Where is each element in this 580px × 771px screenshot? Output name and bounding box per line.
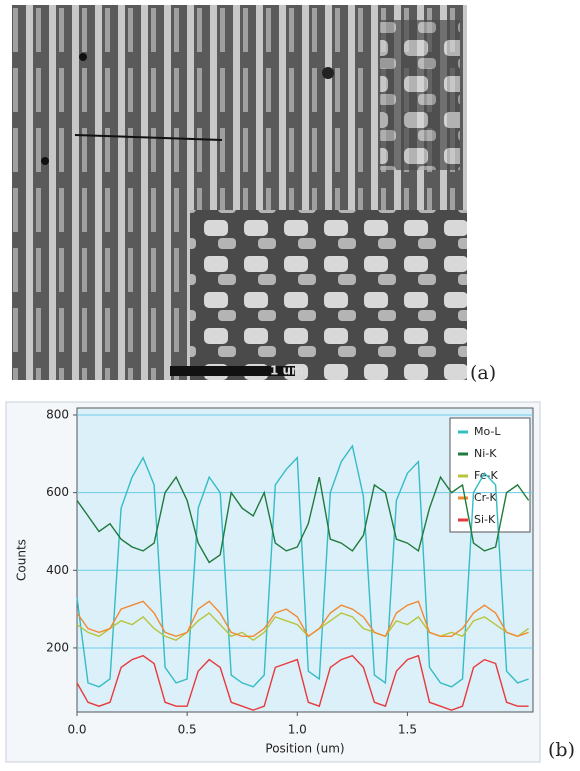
data-line: [76, 475, 530, 564]
panel-label: (a): [470, 362, 496, 384]
legend-label: Si-K: [474, 513, 496, 526]
y-tick-label: 400: [46, 563, 69, 577]
x-tick-label: 0.0: [67, 723, 86, 737]
legend-label: Mo-L: [474, 425, 501, 438]
data-line: [76, 444, 529, 688]
legend-label: Cr-K: [474, 491, 497, 504]
data-line: [76, 612, 530, 642]
y-tick-label: 800: [46, 407, 69, 421]
y-axis-label: Counts: [15, 539, 29, 581]
sem-image: 1 um: [12, 5, 467, 380]
data-line: [76, 600, 529, 638]
scale-bar-label: 1 um: [270, 364, 304, 378]
x-tick-label: 1.5: [398, 723, 417, 737]
x-tick-label: 0.5: [178, 723, 197, 737]
y-tick-label: 600: [46, 485, 69, 499]
x-tick-label: 1.0: [288, 723, 307, 737]
panel-label: (b): [548, 739, 575, 761]
data-line: [76, 654, 529, 711]
y-tick-label: 200: [46, 640, 69, 654]
legend-label: Ni-K: [474, 447, 497, 460]
x-axis-label: Position (um): [265, 742, 344, 756]
legend: Mo-LNi-KFe-KCr-KSi-K: [449, 417, 531, 533]
